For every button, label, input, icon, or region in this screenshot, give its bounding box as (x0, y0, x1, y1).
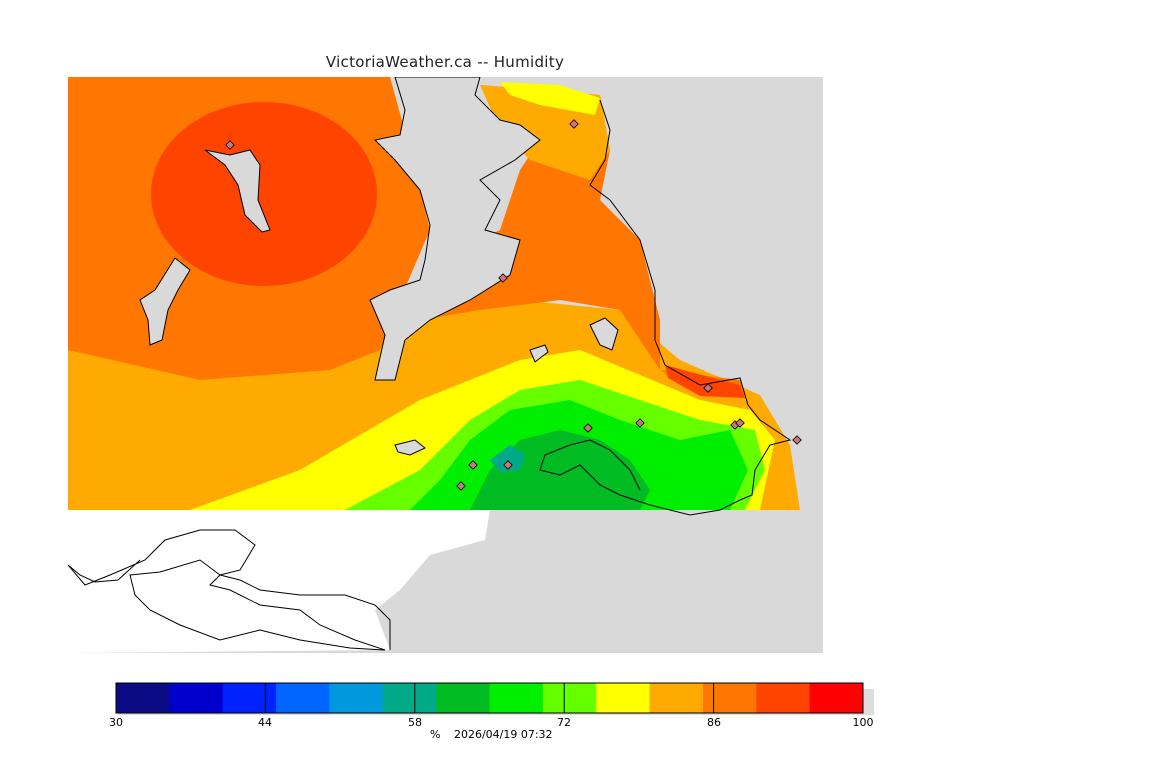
colorbar-segment (489, 683, 544, 713)
water-inlet (369, 77, 541, 381)
unit-label: % (430, 728, 441, 741)
lake-island (204, 149, 271, 233)
colorbar-tick: 86 (707, 716, 721, 729)
band-58-63 (490, 445, 525, 472)
colorbar-segment (809, 683, 864, 713)
colorbar-segment (169, 683, 224, 713)
colorbar (115, 682, 864, 714)
lower-land-outline (129, 559, 386, 651)
colorbar-segment (542, 683, 597, 713)
south-islands (394, 317, 619, 456)
colorbar-segment (702, 683, 757, 713)
colorbar-tick: 58 (408, 716, 422, 729)
colorbar-segment (329, 683, 384, 713)
lower-coastline (68, 529, 391, 650)
band-93-98 (151, 102, 377, 286)
colorbar-segment (116, 683, 170, 713)
east-tip-band (665, 365, 745, 398)
colorbar-segment (649, 683, 704, 713)
peninsula-coast (539, 99, 792, 516)
colorbar-tick: 44 (258, 716, 272, 729)
colorbar-tick: 30 (109, 716, 123, 729)
timestamp: 2026/04/19 07:32 (453, 728, 553, 741)
band-top-yellow (500, 82, 600, 115)
weather-stations (225, 119, 802, 491)
colorbar-segment (596, 683, 651, 713)
colorbar-segment (382, 683, 437, 713)
colorbar-segment (436, 683, 490, 713)
west-island (139, 257, 191, 346)
colorbar-segment (276, 683, 330, 713)
map-title: VictoriaWeather.ca -- Humidity (325, 53, 565, 71)
colorbar-tick: 100 (852, 716, 874, 729)
colorbar-segment (756, 683, 811, 713)
colorbar-tick: 72 (557, 716, 571, 729)
colorbar-segment (222, 683, 277, 713)
colorbar-caption: % 2026/04/19 07:32 (430, 728, 563, 741)
